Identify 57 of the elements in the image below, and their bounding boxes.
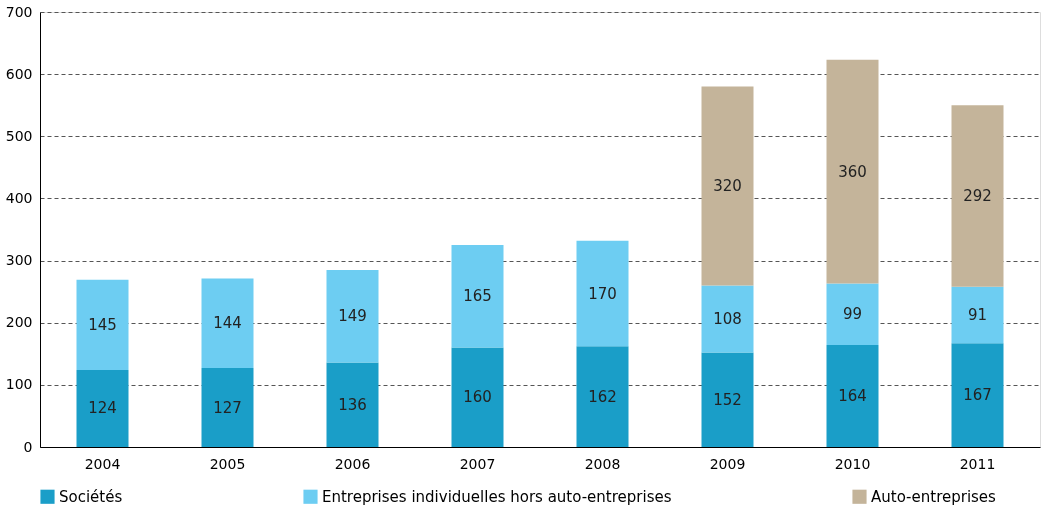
bar <box>201 278 254 369</box>
data-label: 292 <box>963 186 992 205</box>
x-tick-label: 2008 <box>584 455 621 472</box>
bar <box>326 362 379 447</box>
data-label: 167 <box>963 386 992 405</box>
data-label: 127 <box>213 398 242 417</box>
bar <box>76 369 129 447</box>
y-tick-label: 100 <box>5 376 33 393</box>
bar <box>826 345 879 447</box>
data-label: 165 <box>463 287 492 306</box>
y-tick-label: 600 <box>5 65 33 82</box>
x-tick-label: 2006 <box>334 455 371 472</box>
y-tick-label: 700 <box>5 3 33 20</box>
data-label: 170 <box>588 284 617 303</box>
data-label: 91 <box>967 305 988 324</box>
data-label: 145 <box>88 315 117 334</box>
data-label: 360 <box>838 162 867 181</box>
bar <box>451 347 504 447</box>
y-tick-label: 200 <box>5 314 33 331</box>
bar <box>826 59 879 284</box>
x-tick-label: 2007 <box>459 455 496 472</box>
data-label: 162 <box>588 387 617 406</box>
data-label: 164 <box>838 387 867 406</box>
y-tick-label: 0 <box>23 438 33 455</box>
bar <box>326 269 379 363</box>
data-label: 99 <box>842 305 863 324</box>
y-tick-label: 300 <box>5 252 33 269</box>
legend-label: Sociétés <box>59 487 123 506</box>
x-tick-label: 2011 <box>959 455 996 472</box>
x-tick-label: 2010 <box>834 455 871 472</box>
bar <box>701 285 754 353</box>
bar <box>951 105 1004 287</box>
data-label: 124 <box>88 399 117 418</box>
y-tick-label: 500 <box>5 127 33 144</box>
bar <box>201 368 254 447</box>
x-tick-label: 2009 <box>709 455 746 472</box>
bar <box>701 86 754 286</box>
data-label: 108 <box>713 309 742 328</box>
x-tick-label: 2004 <box>84 455 121 472</box>
data-label: 160 <box>463 388 492 407</box>
bar <box>701 352 754 447</box>
legend-label: Auto-entreprises <box>871 487 997 506</box>
bar <box>951 286 1004 344</box>
bar <box>826 283 879 346</box>
y-tick-label: 400 <box>5 189 33 206</box>
x-tick-label: 2005 <box>209 455 246 472</box>
data-label: 152 <box>713 390 742 409</box>
bar <box>451 245 504 348</box>
bar <box>576 346 629 447</box>
data-label: 320 <box>713 177 742 195</box>
legend-label: Entreprises individuelles hors auto-entreprises <box>322 487 672 506</box>
data-label: 136 <box>338 395 367 414</box>
data-label: 149 <box>338 307 367 326</box>
bar <box>76 279 129 370</box>
data-label: 144 <box>213 314 242 333</box>
bar <box>951 343 1004 447</box>
bar <box>576 240 629 347</box>
